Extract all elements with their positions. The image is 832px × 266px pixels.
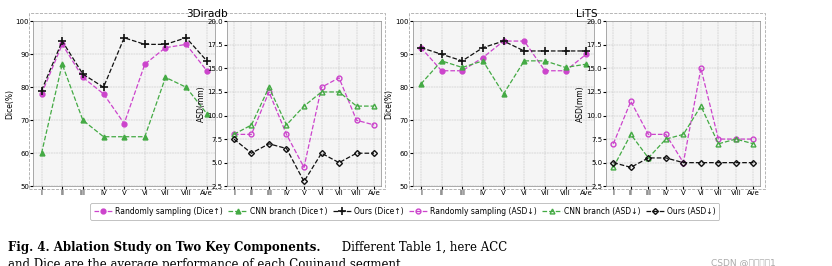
Text: LiTS: LiTS (576, 9, 597, 19)
Text: CSDN @小杨小木1: CSDN @小杨小木1 (711, 258, 776, 266)
Text: Fig. 4. Ablation Study on Two Key Components.: Fig. 4. Ablation Study on Two Key Compon… (8, 241, 321, 254)
Y-axis label: Dice(%): Dice(%) (5, 89, 14, 119)
Text: Different Table 1, here ACC: Different Table 1, here ACC (338, 241, 507, 254)
Text: 3Diradb: 3Diradb (186, 9, 228, 19)
Y-axis label: Dice(%): Dice(%) (384, 89, 394, 119)
Y-axis label: ASD(mm): ASD(mm) (196, 85, 206, 122)
Text: and Dice are the average performance of each Couinaud segment.: and Dice are the average performance of … (8, 258, 404, 266)
Y-axis label: ASD(mm): ASD(mm) (576, 85, 585, 122)
Legend: Randomly sampling (Dice↑), CNN branch (Dice↑), Ours (Dice↑), Randomly sampling (: Randomly sampling (Dice↑), CNN branch (D… (90, 203, 720, 220)
